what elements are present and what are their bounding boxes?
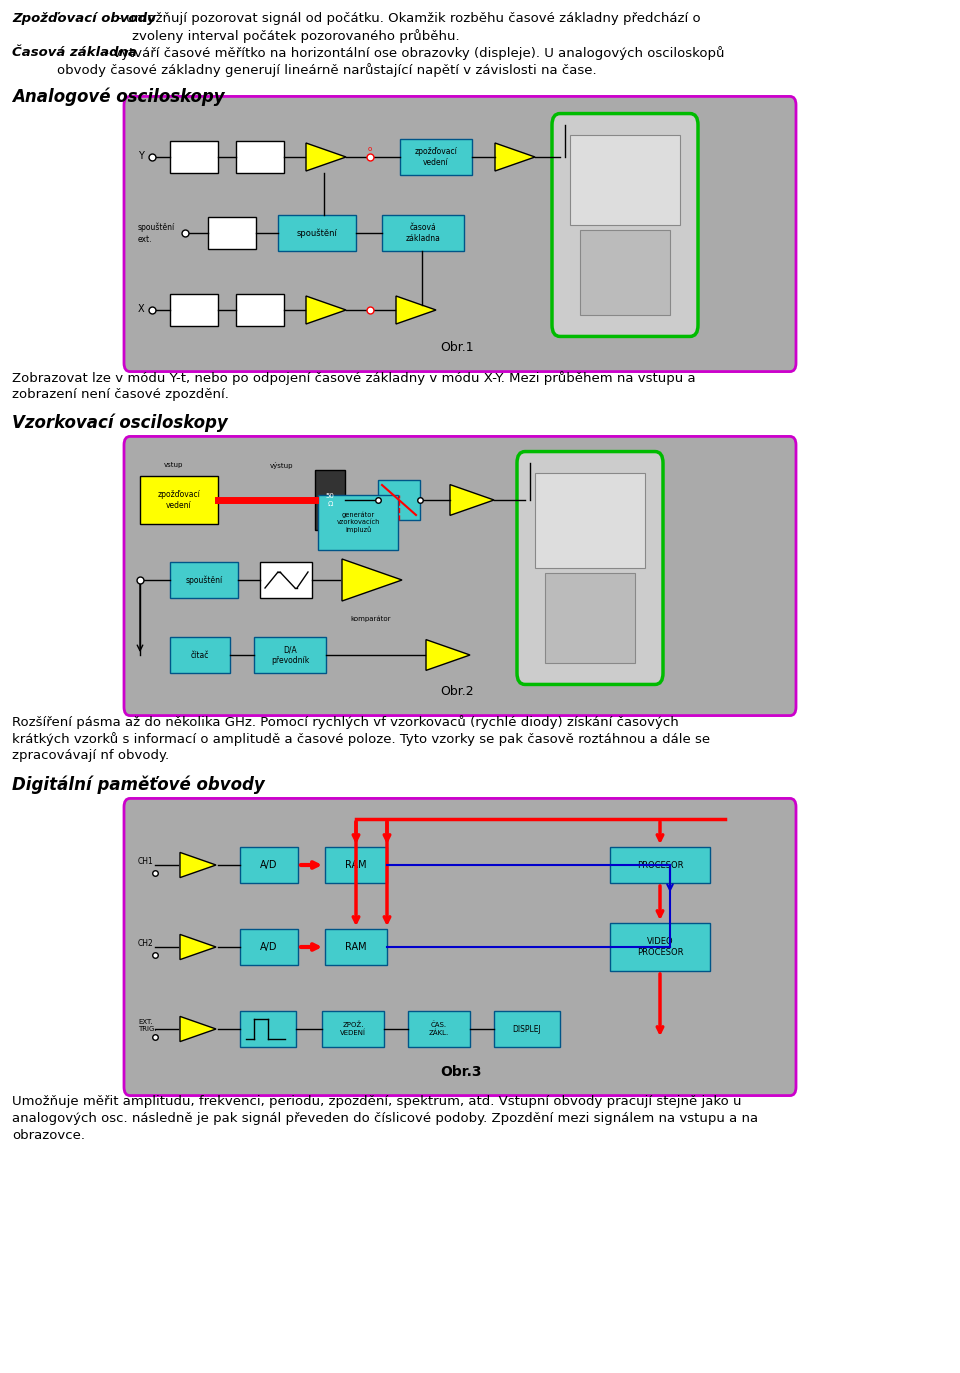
Text: Digitální paměťové obvody: Digitální paměťové obvody [12, 774, 265, 794]
Text: spouštění: spouštění [185, 575, 223, 585]
FancyBboxPatch shape [517, 452, 663, 685]
Text: obrazovce.: obrazovce. [12, 1129, 85, 1142]
FancyBboxPatch shape [610, 923, 710, 971]
Polygon shape [342, 559, 402, 601]
Text: Zobrazovat lze v módu Y-t, nebo po odpojení časové základny v módu X-Y. Mezi prů: Zobrazovat lze v módu Y-t, nebo po odpoj… [12, 371, 696, 384]
Text: vstup: vstup [164, 461, 183, 468]
Text: zpožďovací
vedení: zpožďovací vedení [157, 490, 201, 509]
Polygon shape [426, 640, 470, 670]
FancyBboxPatch shape [315, 470, 345, 530]
FancyBboxPatch shape [240, 1011, 296, 1048]
Polygon shape [396, 297, 436, 324]
FancyBboxPatch shape [170, 294, 218, 325]
Text: Zpožďovací obvody: Zpožďovací obvody [12, 12, 156, 25]
Text: ČAS.
ZÁKL.: ČAS. ZÁKL. [429, 1022, 449, 1037]
FancyBboxPatch shape [400, 139, 472, 174]
Text: Analogové osciloskopy: Analogové osciloskopy [12, 86, 225, 106]
FancyBboxPatch shape [278, 216, 356, 251]
FancyBboxPatch shape [260, 562, 312, 599]
FancyBboxPatch shape [240, 847, 298, 883]
Text: Obr.3: Obr.3 [440, 1065, 482, 1079]
Text: výstup: výstup [270, 461, 294, 470]
FancyBboxPatch shape [208, 217, 256, 249]
Text: Obr.1: Obr.1 [440, 341, 473, 354]
Text: VIDEO
PROCESOR: VIDEO PROCESOR [636, 938, 684, 957]
FancyBboxPatch shape [318, 496, 398, 551]
Text: Umožňuje měřit amplitudu, frekvenci, periodu, zpozdění, spektrum, atd. Vstupní o: Umožňuje měřit amplitudu, frekvenci, per… [12, 1096, 741, 1108]
Text: X: X [138, 303, 145, 314]
FancyBboxPatch shape [254, 637, 326, 673]
Text: ZPOŽ.
VEDENÍ: ZPOŽ. VEDENÍ [340, 1022, 366, 1037]
FancyBboxPatch shape [382, 216, 464, 251]
Text: časová
základna: časová základna [405, 224, 441, 243]
FancyBboxPatch shape [140, 476, 218, 524]
FancyBboxPatch shape [325, 930, 387, 965]
Polygon shape [180, 1016, 216, 1042]
Text: zpožďovací
vedení: zpožďovací vedení [415, 147, 457, 166]
FancyBboxPatch shape [236, 141, 284, 173]
FancyBboxPatch shape [170, 562, 238, 599]
FancyBboxPatch shape [170, 637, 230, 673]
Text: RAM: RAM [346, 942, 367, 951]
FancyBboxPatch shape [552, 114, 698, 336]
Text: Vzorkovací osciloskopy: Vzorkovací osciloskopy [12, 413, 228, 431]
Text: - umožňují pozorovat signál od počátku. Okamžik rozběhu časové základny předcház: - umožňují pozorovat signál od počátku. … [117, 12, 701, 25]
Polygon shape [180, 853, 216, 877]
FancyBboxPatch shape [408, 1011, 470, 1048]
FancyBboxPatch shape [240, 930, 298, 965]
FancyBboxPatch shape [124, 799, 796, 1096]
Text: Rozšíření pásma až do několika GHz. Pomocí rychlých vf vzorkovaců (rychlé diody): Rozšíření pásma až do několika GHz. Pomo… [12, 715, 679, 729]
FancyBboxPatch shape [124, 96, 796, 372]
Text: - vytváří časové měřítko na horizontální ose obrazovky (displeje). U analogových: - vytváří časové měřítko na horizontální… [100, 47, 725, 60]
Text: krátkých vzorků s informací o amplitudě a časové poloze. Tyto vzorky se pak časo: krátkých vzorků s informací o amplitudě … [12, 732, 710, 746]
Text: D/A
převodník: D/A převodník [271, 645, 309, 665]
FancyBboxPatch shape [325, 847, 387, 883]
Text: zvoleny interval počátek pozorovaného průběhu.: zvoleny interval počátek pozorovaného pr… [132, 29, 460, 43]
FancyBboxPatch shape [494, 1011, 560, 1048]
Text: CH1: CH1 [138, 857, 154, 866]
FancyBboxPatch shape [545, 573, 635, 663]
Text: zpracovávají nf obvody.: zpracovávají nf obvody. [12, 750, 169, 762]
FancyBboxPatch shape [378, 481, 420, 520]
Text: spouštění: spouštění [138, 222, 176, 232]
Text: Obr.2: Obr.2 [440, 685, 473, 697]
FancyBboxPatch shape [535, 474, 645, 568]
Text: spouštění: spouštění [297, 228, 337, 238]
FancyBboxPatch shape [610, 847, 710, 883]
FancyBboxPatch shape [170, 141, 218, 173]
FancyBboxPatch shape [236, 294, 284, 325]
Text: CH2: CH2 [138, 939, 154, 947]
Polygon shape [306, 143, 346, 172]
Text: obvody časové základny generují lineárně narůstající napětí v závislosti na čase: obvody časové základny generují lineárně… [57, 63, 596, 77]
Text: Časová základna: Časová základna [12, 47, 137, 59]
Text: generátor
vzorkovacích
impluzů: generátor vzorkovacích impluzů [336, 512, 380, 533]
Text: o: o [368, 146, 372, 152]
Text: PROCESOR: PROCESOR [636, 861, 684, 869]
Text: komparátor: komparátor [350, 615, 391, 622]
Text: 50
Ω: 50 Ω [325, 493, 334, 507]
FancyBboxPatch shape [124, 437, 796, 715]
Text: ext.: ext. [138, 235, 153, 244]
Text: RAM: RAM [346, 859, 367, 870]
FancyBboxPatch shape [570, 135, 680, 225]
Polygon shape [495, 143, 535, 172]
Text: A/D: A/D [260, 942, 277, 951]
Polygon shape [450, 485, 494, 515]
Text: analogových osc. následně je pak signál převeden do číslicové podoby. Zpozdění m: analogových osc. následně je pak signál … [12, 1112, 758, 1124]
FancyBboxPatch shape [322, 1011, 384, 1048]
Text: EXT.
TRIG.: EXT. TRIG. [138, 1019, 156, 1032]
Text: čítač: čítač [191, 651, 209, 659]
Text: Y: Y [138, 151, 144, 161]
FancyBboxPatch shape [580, 231, 670, 314]
Text: A/D: A/D [260, 859, 277, 870]
Text: zobrazení není časové zpozdění.: zobrazení není časové zpozdění. [12, 389, 228, 401]
Polygon shape [180, 935, 216, 960]
Text: DISPLEJ: DISPLEJ [513, 1024, 541, 1034]
Polygon shape [306, 297, 346, 324]
